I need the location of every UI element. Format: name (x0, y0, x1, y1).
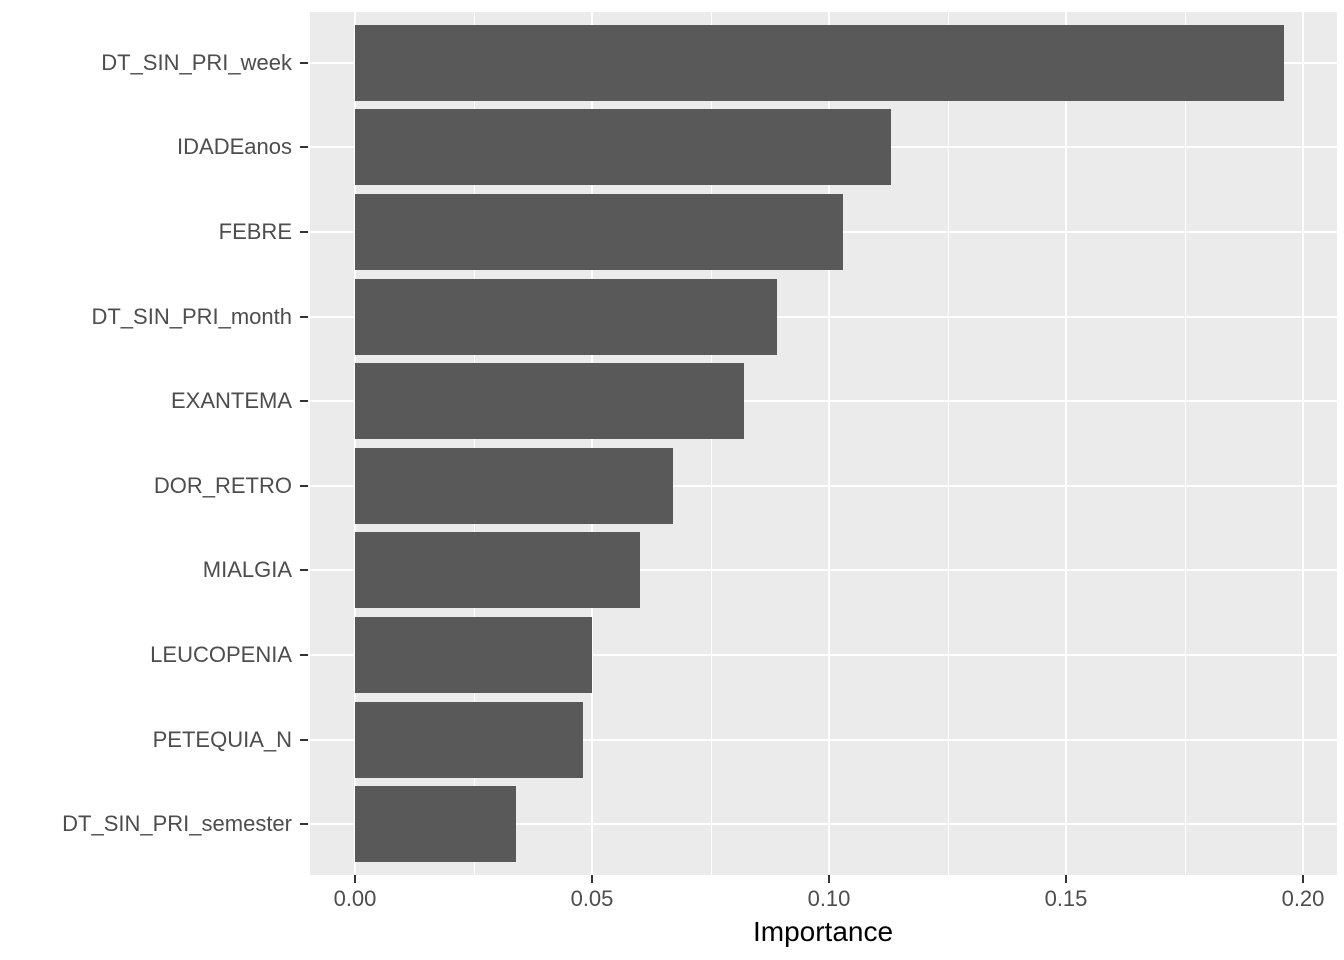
x-axis-tick-label: 0.15 (1044, 886, 1088, 911)
gridline-v-major (591, 12, 593, 875)
bar-FEBRE (355, 194, 843, 270)
x-axis-tick-label: 0.10 (807, 886, 851, 911)
gridline-h-major (310, 400, 1337, 402)
gridline-h-major (310, 823, 1337, 825)
x-axis-tick-label: 0.20 (1281, 886, 1325, 911)
y-tick-mark (300, 739, 308, 741)
bar-DOR_RETRO (355, 448, 673, 524)
y-tick-mark (300, 231, 308, 233)
y-tick-mark (300, 146, 308, 148)
x-tick-mark (591, 875, 593, 883)
gridline-v-minor (711, 12, 712, 875)
gridline-v-major (828, 12, 830, 875)
bar-LEUCOPENIA (355, 617, 592, 693)
y-axis-label-FEBRE: FEBRE (218, 219, 292, 244)
gridline-v-minor (948, 12, 949, 875)
gridline-h-major (310, 485, 1337, 487)
x-tick-mark (828, 875, 830, 883)
x-axis-tick-label: 0.00 (333, 886, 377, 911)
gridline-v-minor (474, 12, 475, 875)
y-axis-label-DOR_RETRO: DOR_RETRO (153, 473, 292, 498)
bar-IDADEanos (355, 109, 891, 185)
y-axis-label-DT_SIN_PRI_week: DT_SIN_PRI_week (101, 50, 292, 75)
x-axis-tick-label: 0.05 (570, 886, 614, 911)
gridline-h-major (310, 569, 1337, 571)
bar-EXANTEMA (355, 363, 744, 439)
y-axis-label-DT_SIN_PRI_semester: DT_SIN_PRI_semester (62, 811, 292, 836)
y-tick-mark (300, 316, 308, 318)
y-tick-mark (300, 400, 308, 402)
bar-DT_SIN_PRI_week (355, 25, 1284, 101)
x-tick-mark (354, 875, 356, 883)
y-tick-mark (300, 654, 308, 656)
y-axis-label-IDADEanos: IDADEanos (177, 134, 292, 159)
gridline-h-major (310, 316, 1337, 318)
plot-panel (310, 12, 1337, 875)
gridline-v-major (1065, 12, 1067, 875)
gridline-h-major (310, 739, 1337, 741)
y-axis-label-MIALGIA: MIALGIA (202, 557, 292, 582)
y-axis-label-PETEQUIA_N: PETEQUIA_N (152, 727, 292, 752)
y-tick-mark (300, 62, 308, 64)
gridline-v-major (1302, 12, 1304, 875)
bar-DT_SIN_PRI_semester (355, 786, 516, 862)
gridline-h-major (310, 654, 1337, 656)
x-axis-title: Importance (752, 916, 894, 947)
x-tick-mark (1302, 875, 1304, 883)
y-tick-mark (300, 823, 308, 825)
bar-MIALGIA (355, 532, 640, 608)
y-tick-mark (300, 485, 308, 487)
bar-PETEQUIA_N (355, 702, 583, 778)
x-tick-mark (1065, 875, 1067, 883)
y-axis-label-EXANTEMA: EXANTEMA (170, 388, 292, 413)
y-axis-label-LEUCOPENIA: LEUCOPENIA (150, 642, 292, 667)
gridline-v-minor (1185, 12, 1186, 875)
y-tick-mark (300, 569, 308, 571)
gridline-v-major (354, 12, 356, 875)
bar-DT_SIN_PRI_month (355, 279, 777, 355)
y-axis-label-DT_SIN_PRI_month: DT_SIN_PRI_month (91, 304, 292, 329)
